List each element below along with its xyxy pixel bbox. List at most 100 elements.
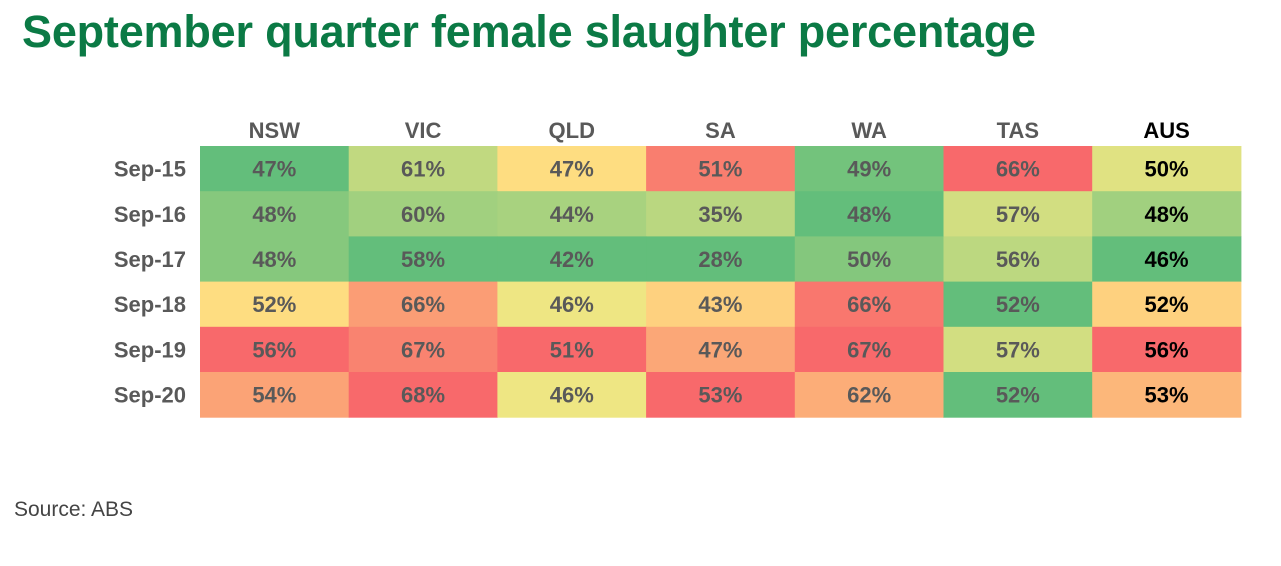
heatmap-cell-sep-20-wa <box>794 372 944 418</box>
heatmap-cell-sep-18-sa <box>646 281 796 328</box>
heatmap-cell-sep-16-sa <box>646 191 796 237</box>
cell-value-label: 48% <box>847 202 891 227</box>
heatmap-cell-sep-15-wa <box>794 146 944 192</box>
cell-value-label: 48% <box>252 202 296 227</box>
cell-value-label: 46% <box>1145 247 1189 272</box>
heatmap-cell-sep-20-qld <box>497 372 647 418</box>
cell-value-label: 51% <box>698 157 742 182</box>
cell-value-label: 57% <box>996 202 1040 227</box>
column-header-aus: AUS <box>1143 118 1189 143</box>
column-header-sa: SA <box>705 118 736 143</box>
heatmap-cell-sep-16-aus <box>1092 191 1242 237</box>
heatmap-cell-sep-15-nsw <box>200 146 350 192</box>
cell-value-label: 47% <box>698 337 742 362</box>
cell-value-label: 60% <box>401 202 445 227</box>
heatmap-cell-sep-16-wa <box>794 191 944 237</box>
cell-value-label: 46% <box>550 292 594 317</box>
row-label-sep-18: Sep-18 <box>114 292 186 317</box>
column-header-tas: TAS <box>997 118 1039 143</box>
heatmap-cell-sep-19-aus <box>1092 326 1242 373</box>
heatmap-cell-sep-15-qld <box>497 146 647 192</box>
column-header-wa: WA <box>851 118 887 143</box>
heatmap-cell-sep-16-qld <box>497 191 647 237</box>
heatmap-cell-sep-18-nsw <box>200 281 350 328</box>
row-label-sep-19: Sep-19 <box>114 337 186 362</box>
cell-value-label: 52% <box>996 292 1040 317</box>
heatmap-cell-sep-20-aus <box>1092 372 1242 418</box>
cell-value-label: 66% <box>401 292 445 317</box>
cell-value-label: 42% <box>550 247 594 272</box>
cell-value-label: 53% <box>698 383 742 408</box>
heatmap-cell-sep-17-aus <box>1092 236 1242 283</box>
cell-value-label: 46% <box>550 383 594 408</box>
row-label-sep-17: Sep-17 <box>114 247 186 272</box>
cell-value-label: 57% <box>996 337 1040 362</box>
heatmap-cell-sep-16-vic <box>348 191 498 237</box>
cell-value-label: 35% <box>698 202 742 227</box>
cell-value-label: 52% <box>996 383 1040 408</box>
cell-value-label: 28% <box>698 247 742 272</box>
heatmap-cell-sep-20-sa <box>646 372 796 418</box>
heatmap-cell-sep-18-wa <box>794 281 944 328</box>
cell-value-label: 47% <box>550 157 594 182</box>
heatmap-cell-sep-19-tas <box>943 326 1093 373</box>
heatmap-cell-sep-17-wa <box>794 236 944 283</box>
cell-value-label: 62% <box>847 383 891 408</box>
cell-value-label: 50% <box>1145 157 1189 182</box>
heatmap-cell-sep-19-nsw <box>200 326 350 373</box>
cell-value-label: 52% <box>1145 292 1189 317</box>
heatmap-cell-sep-18-qld <box>497 281 647 328</box>
cell-value-label: 67% <box>401 337 445 362</box>
chart-title: September quarter female slaughter perce… <box>22 6 1036 57</box>
heatmap-cell-sep-16-tas <box>943 191 1093 237</box>
cell-value-label: 68% <box>401 383 445 408</box>
row-label-sep-15: Sep-15 <box>114 157 186 182</box>
cell-value-label: 66% <box>847 292 891 317</box>
cell-value-label: 67% <box>847 337 891 362</box>
cell-value-label: 49% <box>847 157 891 182</box>
heatmap-cell-sep-19-vic <box>348 326 498 373</box>
heatmap-cell-sep-18-tas <box>943 281 1093 328</box>
row-label-sep-16: Sep-16 <box>114 202 186 227</box>
cell-value-label: 61% <box>401 157 445 182</box>
column-header-qld: QLD <box>549 118 595 143</box>
cell-value-label: 56% <box>1145 337 1189 362</box>
heatmap-cell-sep-19-wa <box>794 326 944 373</box>
heatmap-cell-sep-19-qld <box>497 326 647 373</box>
heatmap-cell-sep-15-sa <box>646 146 796 192</box>
cell-value-label: 56% <box>996 247 1040 272</box>
heatmap-cell-sep-20-tas <box>943 372 1093 418</box>
cell-value-label: 56% <box>252 337 296 362</box>
cell-value-label: 48% <box>252 247 296 272</box>
heatmap-cell-sep-20-nsw <box>200 372 350 418</box>
cell-value-label: 44% <box>550 202 594 227</box>
heatmap-cell-sep-17-tas <box>943 236 1093 283</box>
cell-value-label: 51% <box>550 337 594 362</box>
heatmap-cell-sep-15-vic <box>348 146 498 192</box>
heatmap-cell-sep-15-tas <box>943 146 1093 192</box>
heatmap-cell-sep-20-vic <box>348 372 498 418</box>
cell-value-label: 50% <box>847 247 891 272</box>
heatmap-cell-sep-19-sa <box>646 326 796 373</box>
heatmap-cell-sep-18-aus <box>1092 281 1242 328</box>
column-header-vic: VIC <box>405 118 442 143</box>
heatmap-cell-sep-15-aus <box>1092 146 1242 192</box>
heatmap-cell-sep-17-qld <box>497 236 647 283</box>
cell-value-label: 52% <box>252 292 296 317</box>
heatmap-cell-sep-17-sa <box>646 236 796 283</box>
cell-value-label: 43% <box>698 292 742 317</box>
cell-value-label: 58% <box>401 247 445 272</box>
heatmap-cell-sep-16-nsw <box>200 191 350 237</box>
row-label-sep-20: Sep-20 <box>114 383 186 408</box>
cell-value-label: 54% <box>252 383 296 408</box>
source-note: Source: ABS <box>14 498 134 521</box>
heatmap-cell-sep-18-vic <box>348 281 498 328</box>
heatmap-cell-sep-17-nsw <box>200 236 350 283</box>
cell-value-label: 48% <box>1145 202 1189 227</box>
cell-value-label: 47% <box>252 157 296 182</box>
column-header-nsw: NSW <box>249 118 301 143</box>
cell-value-label: 53% <box>1145 383 1189 408</box>
heatmap-cell-sep-17-vic <box>348 236 498 283</box>
cell-value-label: 66% <box>996 157 1040 182</box>
